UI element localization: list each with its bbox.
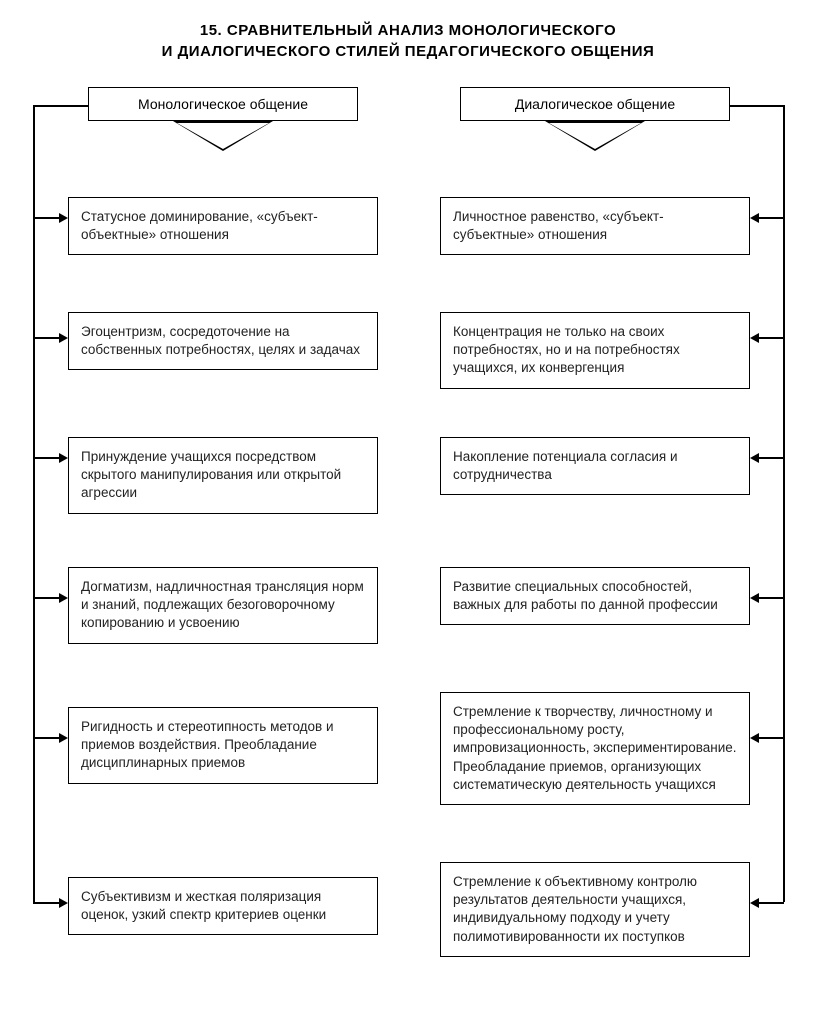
right-header-text: Диалогическое общение — [515, 96, 675, 112]
left-item-4: Догматизм, надличностная трансляция норм… — [68, 567, 378, 644]
left-arrow-6 — [59, 898, 68, 908]
left-arrow-5 — [59, 733, 68, 743]
left-item-3: Принуждение учащихся посредством скрытог… — [68, 437, 378, 514]
left-arrow-4 — [59, 593, 68, 603]
right-arrow-2 — [750, 333, 759, 343]
right-conn-5 — [758, 737, 784, 739]
diagram-container: Монологическое общение Диалогическое общ… — [28, 87, 788, 1007]
left-item-5: Ригидность и стереотипность методов и пр… — [68, 707, 378, 784]
left-header-text: Монологическое общение — [138, 96, 308, 112]
left-arrow-3 — [59, 453, 68, 463]
right-item-4: Развитие специальных способностей, важны… — [440, 567, 750, 625]
left-item-2: Эгоцентризм, сосредоточение на собственн… — [68, 312, 378, 370]
right-item-2: Концентрация не только на своих потребно… — [440, 312, 750, 389]
right-item-2-text: Концентрация не только на своих потребно… — [453, 324, 680, 375]
title-line-2: И ДИАЛОГИЧЕСКОГО СТИЛЕЙ ПЕДАГОГИЧЕСКОГО … — [162, 43, 655, 60]
left-conn-2 — [33, 337, 61, 339]
right-arrow-3 — [750, 453, 759, 463]
title-line-1: 15. СРАВНИТЕЛЬНЫЙ АНАЛИЗ МОНОЛОГИЧЕСКОГО — [200, 22, 616, 39]
left-conn-3 — [33, 457, 61, 459]
right-item-3: Накопление потенциала согласия и сотрудн… — [440, 437, 750, 495]
left-item-2-text: Эгоцентризм, сосредоточение на собственн… — [81, 324, 360, 357]
left-item-5-text: Ригидность и стереотипность методов и пр… — [81, 719, 334, 770]
right-item-4-text: Развитие специальных способностей, важны… — [453, 579, 718, 612]
left-arrow-2 — [59, 333, 68, 343]
left-item-3-text: Принуждение учащихся посредством скрытог… — [81, 449, 341, 500]
left-arrow-1 — [59, 213, 68, 223]
left-item-6-text: Субъективизм и жесткая поляризация оцено… — [81, 889, 326, 922]
right-item-3-text: Накопление потенциала согласия и сотрудн… — [453, 449, 678, 482]
right-item-5-text: Стремление к творчеству, личностному и п… — [453, 704, 737, 792]
right-arrow-6 — [750, 898, 759, 908]
left-item-1-text: Статусное доминирование, «субъект-объект… — [81, 209, 318, 242]
right-conn-2 — [758, 337, 784, 339]
left-item-6: Субъективизм и жесткая поляризация оцено… — [68, 877, 378, 935]
column-right: Диалогическое общение — [440, 87, 750, 151]
right-item-1: Личностное равенство, «субъект-субъектны… — [440, 197, 750, 255]
left-conn-4 — [33, 597, 61, 599]
left-header-box: Монологическое общение — [88, 87, 358, 121]
diagram-title: 15. СРАВНИТЕЛЬНЫЙ АНАЛИЗ МОНОЛОГИЧЕСКОГО… — [20, 20, 796, 62]
left-conn-1 — [33, 217, 61, 219]
right-conn-4 — [758, 597, 784, 599]
right-conn-1 — [758, 217, 784, 219]
right-header-box: Диалогическое общение — [460, 87, 730, 121]
right-conn-3 — [758, 457, 784, 459]
right-item-5: Стремление к творчеству, личностному и п… — [440, 692, 750, 805]
right-arrow-4 — [750, 593, 759, 603]
right-arrow-1 — [750, 213, 759, 223]
left-item-4-text: Догматизм, надличностная трансляция норм… — [81, 579, 364, 630]
right-item-1-text: Личностное равенство, «субъект-субъектны… — [453, 209, 664, 242]
left-item-1: Статусное доминирование, «субъект-объект… — [68, 197, 378, 255]
right-bus-vertical — [783, 105, 785, 902]
left-bus-vertical — [33, 105, 35, 902]
left-down-arrow — [173, 121, 273, 151]
left-conn-6 — [33, 902, 61, 904]
left-conn-5 — [33, 737, 61, 739]
right-item-6: Стремление к объективному контролю резул… — [440, 862, 750, 957]
right-down-arrow — [545, 121, 645, 151]
column-left: Монологическое общение — [68, 87, 378, 151]
right-item-6-text: Стремление к объективному контролю резул… — [453, 874, 697, 944]
right-conn-6 — [758, 902, 784, 904]
right-arrow-5 — [750, 733, 759, 743]
